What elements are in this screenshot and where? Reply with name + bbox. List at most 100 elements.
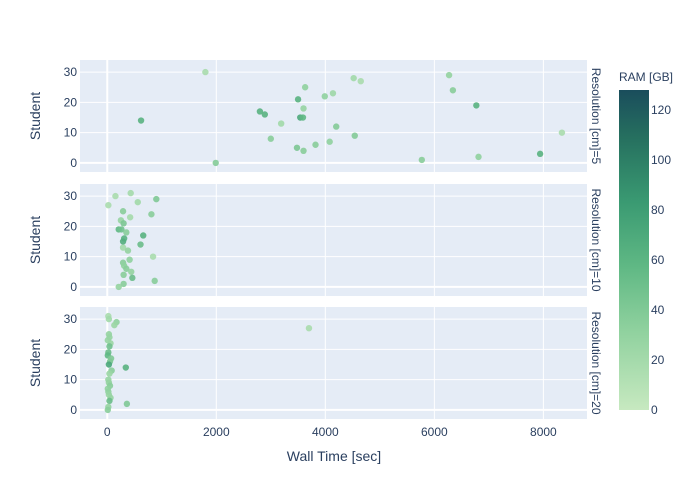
scatter-point xyxy=(475,153,482,161)
scatter-point xyxy=(445,71,453,79)
scatter-point xyxy=(119,244,127,251)
scatter-point xyxy=(148,211,155,218)
scatter-point xyxy=(267,135,275,142)
scatter-point xyxy=(105,201,112,209)
scatter-point xyxy=(449,87,457,94)
scatter-point xyxy=(293,144,301,151)
scatter-point xyxy=(357,77,364,85)
scatter-point xyxy=(104,406,112,414)
colorbar-tick-label: 40 xyxy=(651,303,665,317)
y-tick-label: 30 xyxy=(64,189,78,203)
scatter-point xyxy=(350,74,357,82)
scatter-point xyxy=(301,84,309,91)
scatter-point xyxy=(111,321,118,329)
scatter-point xyxy=(305,324,313,332)
scatter-point xyxy=(123,229,130,236)
scatter-point xyxy=(106,343,113,350)
scatter-point xyxy=(112,192,119,200)
colorbar-gradient xyxy=(619,90,649,410)
colorbar-title: RAM [GB] xyxy=(619,70,673,84)
scatter-point xyxy=(151,277,158,285)
scatter-point xyxy=(321,93,328,100)
plot-background xyxy=(80,60,587,172)
facet-label: Resolution [cm]=5 xyxy=(589,68,603,165)
facets-layer: 0 10 20 30 Student Resolution [cm]=5 0 10 20 30 St… xyxy=(27,60,603,439)
scatter-point xyxy=(126,256,133,263)
y-tick-label: 0 xyxy=(70,280,77,294)
scatter-point xyxy=(329,90,337,97)
scatter-point xyxy=(119,208,127,215)
y-tick-label: 0 xyxy=(70,403,77,417)
colorbar-ticks: 0 20 40 60 80 100 120 xyxy=(651,103,671,417)
y-tick-label: 30 xyxy=(64,65,78,79)
x-axis-title: Wall Time [sec] xyxy=(287,448,381,464)
scatter-point xyxy=(137,117,145,124)
scatter-point xyxy=(128,268,135,275)
scatter-point xyxy=(351,132,358,139)
scatter-point xyxy=(299,114,307,121)
scatter-point xyxy=(134,198,141,206)
facet-panel: 0 10 20 30 Student Resolution [cm]=20 0 2000 400… xyxy=(27,307,603,439)
scatter-point xyxy=(106,370,113,377)
facet-label: Resolution [cm]=20 xyxy=(589,311,603,414)
scatter-point xyxy=(124,247,132,254)
scatter-point xyxy=(120,271,127,279)
y-tick-label: 10 xyxy=(64,373,78,387)
facet-label: Resolution [cm]=10 xyxy=(589,188,603,291)
colorbar-tick-label: 60 xyxy=(651,253,665,267)
plot-background xyxy=(80,184,587,296)
scatter-point xyxy=(123,265,130,272)
colorbar: RAM [GB] 0 20 40 60 80 100 120 xyxy=(619,70,673,417)
scatter-point xyxy=(473,102,480,109)
scatter-point xyxy=(294,96,302,103)
y-tick-label: 30 xyxy=(64,312,78,326)
scatter-point xyxy=(140,232,147,239)
colorbar-tick-label: 80 xyxy=(651,203,665,217)
scatter-point xyxy=(418,156,426,164)
scatter-point xyxy=(261,111,269,118)
y-axis-title: Student xyxy=(27,339,43,387)
plot-background xyxy=(80,307,587,419)
scatter-point xyxy=(149,253,157,260)
colorbar-tick-label: 20 xyxy=(651,353,665,367)
scatter-point xyxy=(119,238,127,245)
scatter-point xyxy=(137,241,144,248)
scatter-point xyxy=(105,315,113,323)
scatter-point xyxy=(536,150,544,158)
colorbar-tick-label: 0 xyxy=(651,403,658,417)
colorbar-tick-label: 120 xyxy=(651,103,671,117)
scatter-point xyxy=(129,274,136,282)
y-tick-label: 20 xyxy=(64,342,78,356)
x-tick-label: 6000 xyxy=(421,425,448,439)
x-tick-label: 4000 xyxy=(312,425,339,439)
scatter-point xyxy=(123,400,131,408)
scatter-point xyxy=(120,280,127,288)
scatter-point xyxy=(277,120,285,127)
facet-panel: 0 10 20 30 Student Resolution [cm]=5 xyxy=(27,60,603,172)
scatter-point xyxy=(333,123,340,130)
facet-panel: 0 10 20 30 Student Resolution [cm]=10 xyxy=(27,184,603,296)
scatter-point xyxy=(127,189,134,197)
y-axis-title: Student xyxy=(27,216,43,264)
y-tick-label: 20 xyxy=(64,219,78,233)
scatter-point xyxy=(120,220,127,227)
y-axis-title: Student xyxy=(27,92,43,140)
scatter-point xyxy=(153,195,160,203)
y-tick-label: 10 xyxy=(64,250,78,264)
x-tick-label: 8000 xyxy=(530,425,557,439)
scatter-point xyxy=(558,129,566,136)
x-tick-label: 2000 xyxy=(203,425,230,439)
scatter-point xyxy=(256,108,264,115)
x-tick-label: 0 xyxy=(104,425,111,439)
scatter-point xyxy=(122,364,129,371)
scatter-point xyxy=(115,283,122,291)
scatter-point xyxy=(300,147,307,155)
y-tick-label: 10 xyxy=(64,126,78,140)
scatter-point xyxy=(326,138,333,145)
scatter-point xyxy=(300,105,307,112)
y-tick-label: 0 xyxy=(70,156,77,170)
scatter-point xyxy=(202,68,209,76)
y-tick-label: 20 xyxy=(64,95,78,109)
